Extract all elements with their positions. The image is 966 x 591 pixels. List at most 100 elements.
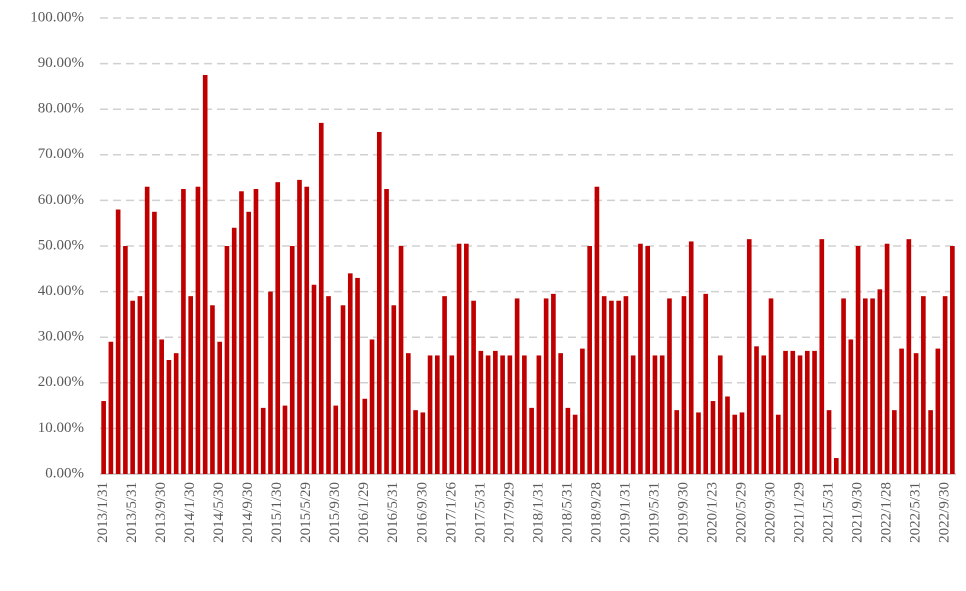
bar	[551, 293, 556, 474]
bar	[572, 414, 578, 474]
x-tick-label: 2021/9/30	[850, 482, 866, 543]
bar	[913, 353, 919, 474]
bar	[123, 246, 128, 474]
y-tick-label: 50.00%	[38, 237, 84, 253]
bar	[703, 293, 709, 474]
bar	[449, 355, 455, 474]
bar	[427, 355, 433, 474]
y-tick-label: 90.00%	[38, 55, 84, 71]
x-tick-label: 2017/1/26	[443, 482, 459, 543]
x-tick-label: 2016/9/30	[414, 482, 430, 543]
x-tick-label: 2020/1/23	[704, 482, 720, 543]
bar	[500, 355, 505, 474]
x-tick-label: 2014/5/30	[211, 482, 227, 543]
x-tick-label: 2013/5/31	[124, 482, 140, 543]
bar	[224, 246, 230, 474]
bar	[101, 401, 106, 474]
x-tick-label: 2020/5/29	[733, 482, 749, 543]
bar	[848, 339, 854, 474]
bar	[398, 246, 404, 474]
x-tick-label: 2022/1/28	[879, 482, 895, 543]
bar	[681, 296, 687, 474]
bar	[565, 407, 571, 474]
bar	[369, 339, 375, 474]
bar	[391, 305, 397, 474]
bar	[783, 350, 788, 474]
x-tick-label: 2014/9/30	[240, 482, 256, 543]
bar	[297, 179, 302, 474]
bar	[580, 348, 585, 474]
bar	[558, 353, 563, 474]
x-tick-label: 2013/9/30	[153, 482, 169, 543]
x-tick-label: 2017/5/31	[472, 482, 488, 543]
bar	[732, 414, 738, 474]
bar	[159, 339, 164, 474]
bar	[754, 346, 759, 474]
bar	[797, 355, 803, 474]
bar	[616, 300, 621, 474]
bar	[536, 355, 542, 474]
bar	[289, 246, 295, 474]
bar	[253, 189, 259, 474]
bar	[115, 209, 121, 474]
bar	[507, 355, 513, 474]
bar	[173, 353, 179, 474]
bar	[884, 243, 890, 474]
bar	[543, 298, 549, 474]
bar	[268, 291, 273, 474]
bar	[493, 350, 498, 474]
x-tick-label: 2016/5/31	[385, 482, 401, 543]
bar	[326, 296, 331, 474]
bar	[710, 401, 716, 474]
bar	[188, 296, 193, 474]
bar	[674, 410, 680, 474]
bar	[485, 355, 491, 474]
bar	[181, 189, 186, 474]
bar	[768, 298, 774, 474]
bar	[210, 305, 215, 474]
bar	[826, 410, 832, 474]
bar	[696, 412, 701, 474]
bar	[921, 296, 926, 474]
bar	[659, 355, 665, 474]
bar	[478, 350, 484, 474]
y-tick-label: 70.00%	[38, 146, 84, 162]
y-tick-label: 80.00%	[38, 101, 84, 117]
bar	[928, 410, 933, 474]
x-tick-label: 2017/9/29	[501, 482, 517, 543]
bar	[514, 298, 520, 474]
bar	[942, 296, 948, 474]
x-tick-label: 2021/5/31	[820, 482, 836, 543]
x-tick-label: 2018/1/31	[530, 482, 546, 543]
bar	[935, 348, 941, 474]
bar	[667, 298, 672, 474]
bar	[877, 289, 883, 474]
bar	[376, 132, 382, 474]
y-tick-label: 40.00%	[38, 283, 84, 299]
bar	[108, 341, 114, 474]
y-tick-label: 0.00%	[45, 465, 84, 481]
bar	[645, 246, 651, 474]
bar	[318, 122, 324, 474]
bar	[855, 246, 861, 474]
x-tick-label: 2013/1/31	[95, 482, 111, 543]
bar	[130, 300, 135, 474]
x-tick-label: 2022/9/30	[937, 482, 953, 543]
bar	[195, 186, 201, 474]
bar	[746, 239, 752, 474]
bar	[688, 241, 694, 474]
bar	[609, 300, 614, 474]
bar	[166, 360, 172, 474]
bar	[435, 355, 440, 474]
bar	[333, 405, 339, 474]
bar	[594, 186, 600, 474]
x-tick-label: 2020/9/30	[762, 482, 778, 543]
y-tick-label: 20.00%	[38, 374, 84, 390]
y-tick-label: 10.00%	[38, 420, 84, 436]
bar	[231, 227, 237, 474]
bar	[144, 186, 150, 474]
bar	[355, 277, 360, 474]
x-tick-label: 2022/5/31	[908, 482, 924, 543]
bar	[456, 243, 462, 474]
